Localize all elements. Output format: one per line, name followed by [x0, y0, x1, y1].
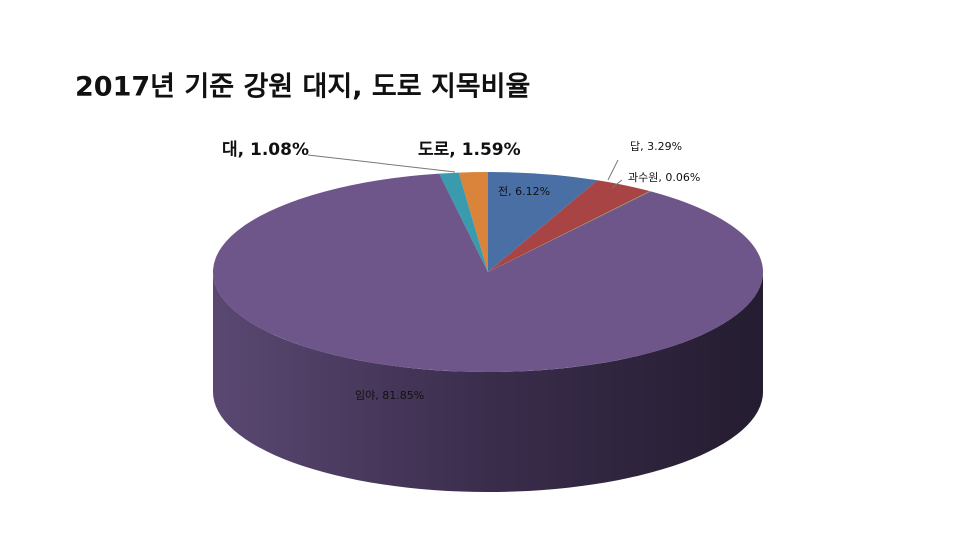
- slice-side: [213, 272, 763, 492]
- slice: [439, 172, 488, 272]
- slice: [488, 172, 598, 272]
- slice: [213, 173, 764, 372]
- slice: [488, 180, 650, 272]
- chart-title: 2017년 기준 강원 대지, 도로 지목비율: [75, 72, 530, 103]
- pie: [213, 172, 764, 492]
- leader-line: [307, 154, 456, 173]
- data-label: 과수원, 0.06%: [628, 171, 700, 184]
- data-label: 대, 1.08%: [222, 140, 309, 160]
- data-label: 답, 3.29%: [630, 140, 682, 153]
- slice: [458, 172, 488, 272]
- data-label: 임야, 81.85%: [355, 389, 424, 402]
- data-label: 전, 6.12%: [498, 185, 550, 198]
- leader-line: [611, 179, 623, 189]
- leader-line: [607, 159, 619, 181]
- data-label: 도로, 1.59%: [418, 140, 521, 160]
- slice: [488, 191, 651, 272]
